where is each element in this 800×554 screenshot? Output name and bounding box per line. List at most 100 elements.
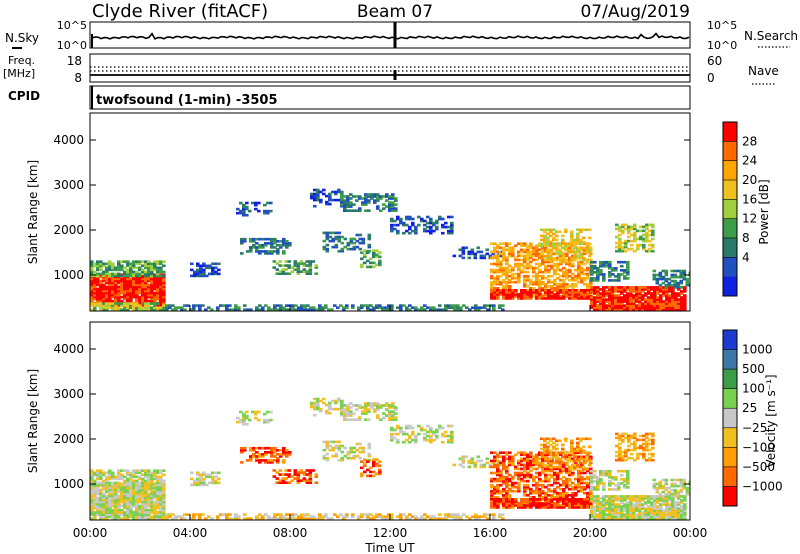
data-cell: [659, 306, 663, 309]
data-cell: [574, 494, 578, 497]
data-cell: [147, 513, 151, 516]
data-cell: [668, 294, 672, 297]
data-cell: [144, 277, 148, 281]
data-cell: [526, 487, 530, 491]
data-cell: [202, 268, 206, 272]
data-cell: [322, 456, 327, 460]
data-cell: [388, 205, 392, 208]
data-cell: [549, 439, 553, 443]
data-cell: [535, 506, 539, 509]
data-cell: [159, 506, 163, 510]
data-cell: [162, 483, 166, 487]
data-cell: [673, 285, 678, 289]
data-cell: [414, 231, 418, 235]
data-cell: [141, 272, 145, 276]
data-cell: [287, 260, 292, 263]
data-cell: [96, 279, 100, 283]
data-cell: [93, 481, 97, 485]
data-cell: [661, 277, 666, 281]
data-cell: [153, 297, 157, 301]
data-cell: [337, 399, 341, 403]
data-cell: [351, 513, 355, 516]
data-cell: [302, 477, 307, 480]
data-cell: [580, 463, 584, 467]
data-cell: [505, 481, 509, 485]
data-cell: [402, 432, 406, 436]
data-cell: [505, 489, 509, 493]
data-cell: [659, 294, 663, 297]
data-cell: [153, 302, 157, 305]
data-cell: [623, 271, 627, 274]
data-cell: [493, 291, 497, 294]
data-cell: [496, 463, 500, 467]
data-cell: [556, 256, 560, 260]
data-cell: [615, 249, 619, 253]
data-cell: [263, 203, 267, 207]
data-cell: [376, 416, 380, 419]
data-cell: [225, 306, 229, 309]
data-cell: [556, 266, 560, 270]
data-cell: [544, 244, 548, 248]
data-cell: [135, 492, 139, 496]
data-cell: [141, 484, 145, 488]
data-cell: [583, 457, 587, 461]
data-cell: [523, 483, 527, 487]
data-cell: [538, 453, 542, 457]
data-cell: [574, 297, 578, 300]
data-cell: [210, 517, 214, 520]
data-cell: [562, 252, 566, 256]
data-cell: [502, 455, 506, 459]
data-cell: [174, 517, 178, 520]
data-cell: [546, 240, 550, 244]
data-cell: [564, 439, 568, 443]
data-cell: [196, 268, 200, 272]
data-cell: [390, 225, 394, 229]
data-cell: [582, 465, 586, 469]
data-cell: [123, 283, 127, 287]
data-cell: [361, 241, 366, 245]
data-cell: [517, 481, 521, 485]
data-cell: [340, 444, 345, 448]
data-cell: [141, 260, 145, 263]
data-cell: [150, 272, 154, 276]
data-cell: [611, 292, 615, 295]
data-cell: [144, 299, 148, 303]
data-cell: [211, 272, 215, 276]
data-cell: [523, 264, 527, 268]
data-cell: [373, 404, 377, 407]
data-cell: [529, 502, 533, 505]
data-cell: [325, 249, 330, 253]
data-cell: [502, 502, 506, 505]
data-cell: [511, 291, 515, 294]
data-cell: [234, 308, 238, 311]
data-cell: [331, 446, 336, 450]
data-cell: [129, 279, 133, 283]
data-cell: [532, 475, 536, 479]
data-cell: [447, 424, 451, 428]
data-cell: [502, 256, 506, 260]
data-cell: [217, 262, 221, 266]
data-cell: [429, 434, 433, 438]
data-cell: [126, 471, 130, 475]
data-cell: [547, 506, 551, 509]
data-cell: [242, 414, 246, 418]
data-cell: [290, 266, 295, 269]
data-cell: [602, 292, 606, 295]
data-cell: [553, 471, 557, 475]
data-cell: [490, 276, 494, 280]
data-cell: [90, 285, 94, 289]
data-cell: [205, 264, 209, 268]
data-cell: [668, 298, 672, 301]
data-cell: [618, 225, 622, 229]
data-cell: [144, 297, 148, 301]
data-cell: [514, 504, 518, 507]
data-cell: [571, 491, 575, 495]
data-cell: [599, 298, 603, 301]
data-cell: [508, 287, 512, 290]
data-cell: [199, 477, 203, 481]
data-cell: [243, 237, 247, 241]
data-cell: [138, 285, 142, 289]
data-cell: [270, 252, 274, 255]
data-cell: [546, 242, 550, 246]
data-cell: [291, 513, 295, 516]
